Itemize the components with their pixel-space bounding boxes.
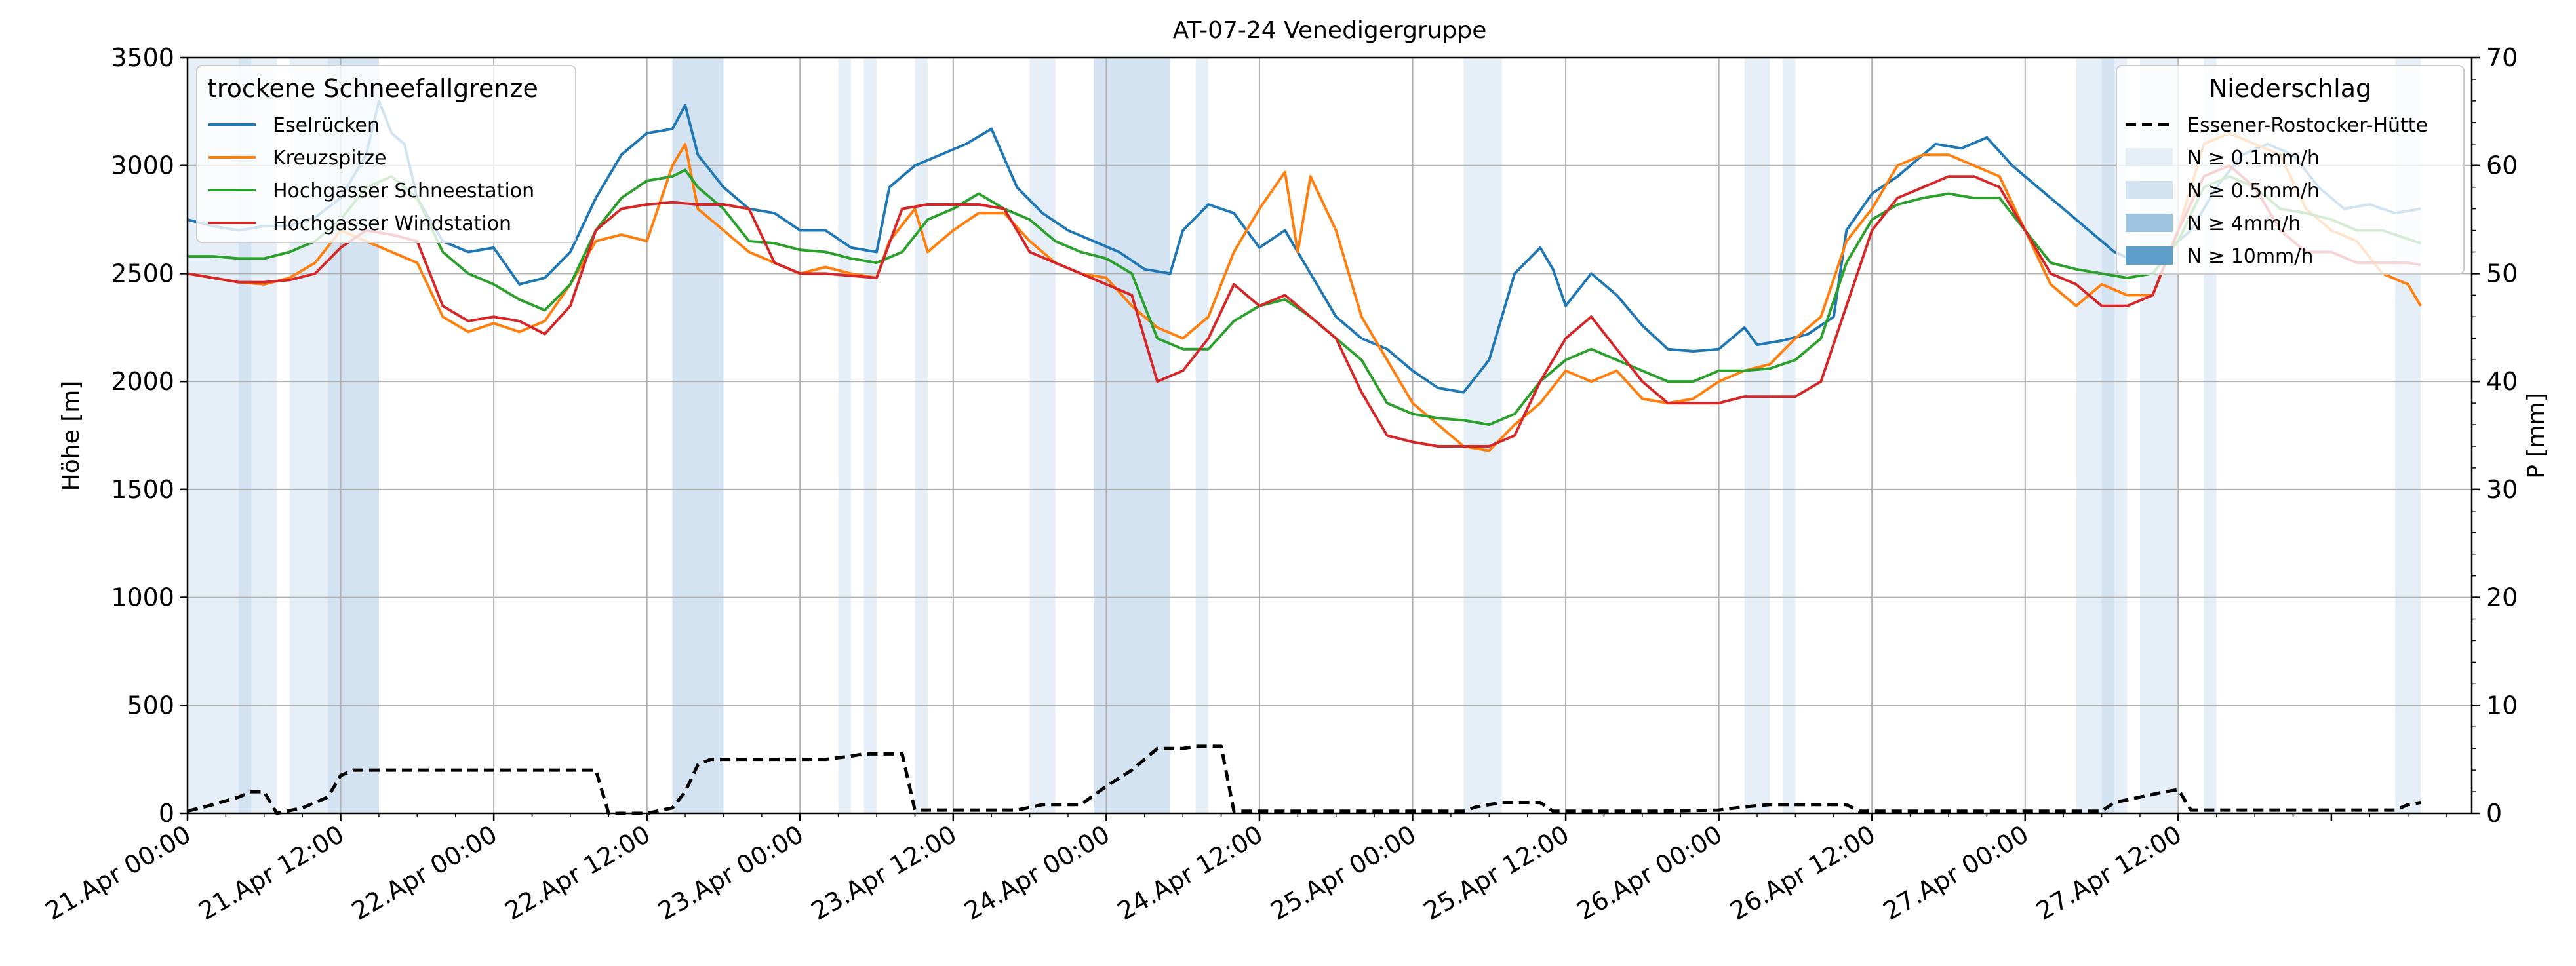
legend-swatch xyxy=(2126,181,2173,199)
precip-band xyxy=(1029,58,1056,813)
legend-swatch xyxy=(2126,214,2173,232)
legend-label: Essener-Rostocker-Hütte xyxy=(2187,114,2428,137)
y-tick-label-left: 3000 xyxy=(111,151,174,180)
y-tick-label-left: 2500 xyxy=(111,259,174,288)
legend-box xyxy=(196,65,576,243)
series-line-hochgasser-windstation xyxy=(187,164,2421,448)
y-tick-label-right: 20 xyxy=(2486,583,2518,612)
x-tick-label: 22.Apr 12:00 xyxy=(500,820,656,926)
y-tick-label-left: 1500 xyxy=(111,475,174,504)
legend-label: Kreuzspitze xyxy=(273,147,387,170)
chart-title: AT-07-24 Venedigergruppe xyxy=(1173,17,1487,44)
x-tick-label: 26.Apr 00:00 xyxy=(1572,820,1728,926)
y-tick-label-right: 10 xyxy=(2486,691,2518,720)
x-tick-label: 21.Apr 12:00 xyxy=(193,820,349,926)
legend-swatch xyxy=(2126,246,2173,265)
x-tick-label: 24.Apr 00:00 xyxy=(959,820,1115,926)
y-tick-label-right: 40 xyxy=(2486,367,2518,396)
precip-band xyxy=(264,58,277,813)
precip-band xyxy=(1195,58,1209,813)
y-tick-label-left: 500 xyxy=(127,691,174,720)
x-tick-label: 24.Apr 12:00 xyxy=(1113,820,1268,926)
legend-swatch xyxy=(2126,148,2173,166)
x-tick-label: 22.Apr 00:00 xyxy=(347,820,502,926)
precip-band xyxy=(238,58,252,813)
x-tick-label: 23.Apr 00:00 xyxy=(653,820,808,926)
y-tick-label-right: 60 xyxy=(2486,151,2518,180)
y-tick-label-left: 1000 xyxy=(111,583,174,612)
series-line-eselr-cken xyxy=(187,99,2421,394)
precip-band xyxy=(672,58,724,813)
legend-precipitation: Niederschlag Essener-Rostocker-Hütte N ≥ 0… xyxy=(2116,65,2465,275)
legend-label: Hochgasser Windstation xyxy=(273,212,511,235)
precip-band xyxy=(915,58,928,813)
legend-box xyxy=(2116,65,2465,275)
x-tick-label: 27.Apr 00:00 xyxy=(1878,820,2034,926)
y-tick-label-right: 70 xyxy=(2486,43,2518,72)
y-tick-label-left: 2000 xyxy=(111,367,174,396)
precip-band xyxy=(838,58,852,813)
y-axis-label-right: P [mm] xyxy=(2523,393,2550,478)
y-tick-label-right: 0 xyxy=(2486,799,2502,828)
precip-band xyxy=(863,58,877,813)
precip-band xyxy=(1744,58,1770,813)
series-line-essener-rostocker-h-tte xyxy=(187,744,2421,815)
y-tick-label-left: 3500 xyxy=(111,43,174,72)
legend-title: Niederschlag xyxy=(2209,74,2371,103)
y-axis-label-left: Höhe [m] xyxy=(58,381,85,492)
legend-label: Eselrücken xyxy=(273,114,380,137)
plot-frame xyxy=(186,56,2473,815)
x-tick-label: 25.Apr 12:00 xyxy=(1419,820,1574,926)
legend-snowfall: trockene Schneefallgrenze Eselrücken Kreuz… xyxy=(196,65,576,243)
legend-label: Hochgasser Schneestation xyxy=(273,180,534,203)
x-tick-label: 27.Apr 12:00 xyxy=(2031,820,2187,926)
y-tick-label-left: 0 xyxy=(159,799,174,828)
x-tick-label: 23.Apr 12:00 xyxy=(806,820,962,926)
series-line-hochgasser-schneestation xyxy=(188,168,2421,426)
precip-band xyxy=(1093,58,1170,813)
legend-title: trockene Schneefallgrenze xyxy=(207,74,538,103)
legend-label: N ≥ 0.5mm/h xyxy=(2187,180,2320,203)
precip-band xyxy=(2101,58,2115,813)
y-tick-label-right: 30 xyxy=(2486,475,2518,504)
x-tick-label: 25.Apr 00:00 xyxy=(1265,820,1421,926)
y-tick-label-right: 50 xyxy=(2486,259,2518,288)
x-tick-label: 21.Apr 00:00 xyxy=(41,820,196,926)
precip-band xyxy=(1463,58,1502,813)
x-tick-label: 26.Apr 12:00 xyxy=(1725,820,1880,926)
legend-label: N ≥ 10mm/h xyxy=(2187,245,2313,268)
precip-band xyxy=(1782,58,1796,813)
series-lines xyxy=(187,99,2422,815)
legend-label: N ≥ 4mm/h xyxy=(2187,212,2301,235)
legend-label: N ≥ 0.1mm/h xyxy=(2187,147,2320,170)
